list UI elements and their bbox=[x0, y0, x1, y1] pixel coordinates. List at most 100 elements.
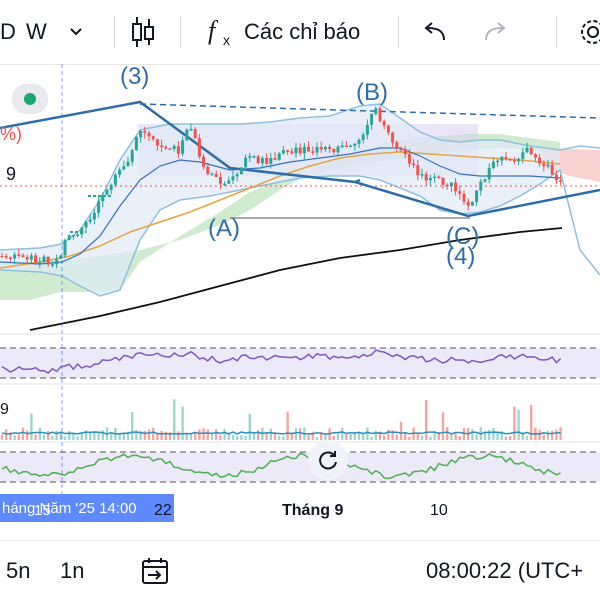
volume-bar bbox=[425, 399, 428, 440]
ichimoku-cloud-green bbox=[0, 134, 560, 300]
candle-body bbox=[420, 174, 424, 176]
wave-label-b: (B) bbox=[356, 79, 388, 106]
candle-body bbox=[223, 183, 227, 186]
candle-body bbox=[59, 255, 63, 259]
candle-body bbox=[449, 182, 453, 187]
volume-bar bbox=[471, 428, 474, 440]
chart-canvas[interactable]: (3) (B) (A) (C) (4) %) 9 9 bbox=[0, 64, 600, 526]
redo-button[interactable] bbox=[482, 14, 510, 50]
candle-body bbox=[395, 142, 399, 149]
candle-body bbox=[559, 180, 563, 182]
volume-bar bbox=[38, 427, 41, 440]
indicators-button[interactable]: f x Các chỉ báo bbox=[208, 14, 360, 50]
calendar-goto-icon bbox=[142, 558, 168, 584]
volume-bar bbox=[509, 435, 512, 440]
volume-bar bbox=[429, 436, 432, 440]
volume-bar bbox=[513, 406, 516, 440]
candle-body bbox=[218, 177, 222, 184]
candle-body bbox=[281, 150, 285, 154]
volume-bar bbox=[215, 429, 218, 440]
candle-body bbox=[391, 132, 395, 143]
volume-bar bbox=[500, 431, 503, 440]
volume-bar bbox=[68, 430, 71, 440]
crosshair-date-label: háng Năm '25 14:00 bbox=[0, 494, 174, 522]
candle-body bbox=[353, 143, 357, 146]
range-5n-button[interactable]: 5n bbox=[6, 555, 30, 587]
clock-timezone-button[interactable]: 08:00:22 (UTC+ bbox=[426, 555, 583, 587]
volume-bar bbox=[223, 429, 226, 440]
symbol-fragment: D bbox=[0, 19, 16, 44]
wave-label-3: (3) bbox=[120, 64, 149, 90]
reset-chart-button[interactable] bbox=[308, 440, 348, 480]
candle-body bbox=[197, 138, 201, 157]
volume-bar bbox=[181, 406, 184, 440]
volume-bar bbox=[13, 435, 16, 440]
volume-bar bbox=[538, 429, 541, 440]
volume-bar bbox=[55, 430, 58, 440]
candle-body bbox=[298, 147, 302, 154]
candle-body bbox=[248, 156, 252, 158]
candle-body bbox=[496, 160, 500, 163]
range-1n-label: 1n bbox=[60, 558, 85, 583]
volume-bar bbox=[441, 412, 445, 440]
volume-bar bbox=[93, 432, 96, 440]
candle-body bbox=[454, 182, 458, 192]
candle-body bbox=[340, 145, 344, 148]
candle-body bbox=[97, 201, 101, 213]
range-1n-button[interactable]: 1n bbox=[60, 555, 84, 587]
candle-body bbox=[319, 147, 323, 150]
date-range-button[interactable] bbox=[140, 555, 170, 587]
interval-button[interactable]: W bbox=[26, 14, 83, 50]
volume-bar bbox=[349, 434, 352, 440]
svg-text:f: f bbox=[208, 16, 219, 45]
volume-bar bbox=[458, 436, 461, 440]
volume-bar bbox=[269, 428, 272, 440]
candle-body bbox=[50, 264, 54, 266]
volume-bar bbox=[152, 427, 155, 440]
chart-type-button[interactable] bbox=[130, 14, 156, 50]
candle-body bbox=[202, 156, 206, 167]
settings-button[interactable] bbox=[576, 14, 600, 50]
candle-body bbox=[525, 147, 529, 153]
volume-bar bbox=[51, 435, 54, 440]
candle-body bbox=[63, 240, 67, 256]
volume-bar bbox=[366, 427, 369, 440]
volume-bar bbox=[282, 436, 285, 440]
wave-label-c: (C) bbox=[446, 223, 479, 250]
candle-body bbox=[416, 165, 420, 176]
reset-icon bbox=[319, 451, 337, 470]
candle-body bbox=[311, 151, 315, 153]
candle-body bbox=[407, 154, 411, 164]
candle-body bbox=[546, 164, 550, 167]
undo-button[interactable] bbox=[420, 14, 448, 50]
volume-bar bbox=[231, 434, 235, 440]
candle-body bbox=[470, 201, 474, 206]
candle-body bbox=[349, 145, 353, 148]
candle-body bbox=[269, 157, 273, 164]
candle-body bbox=[307, 146, 311, 152]
candle-body bbox=[554, 174, 558, 181]
candle-body bbox=[424, 174, 428, 181]
volume-bar bbox=[559, 427, 562, 440]
volume-bar bbox=[542, 434, 545, 440]
volume-bar bbox=[143, 430, 146, 440]
candle-body bbox=[189, 129, 193, 131]
wave-label-4: (4) bbox=[446, 243, 475, 270]
volume-bar bbox=[118, 433, 121, 440]
volume-bar bbox=[521, 432, 524, 440]
volume-bar bbox=[80, 432, 83, 440]
volume-bar bbox=[311, 431, 314, 440]
symbol-button[interactable]: D bbox=[0, 14, 16, 50]
volume-bar bbox=[110, 433, 113, 440]
volume-bar bbox=[26, 430, 29, 440]
volume-bar bbox=[357, 431, 361, 440]
volume-bar bbox=[395, 434, 398, 440]
volume-bar bbox=[307, 434, 310, 440]
candle-body bbox=[38, 262, 42, 264]
candle-body bbox=[273, 157, 277, 160]
market-status-indicator[interactable] bbox=[12, 84, 48, 114]
volume-bar bbox=[286, 411, 289, 440]
candle-body bbox=[80, 227, 84, 235]
candle-body bbox=[508, 158, 512, 161]
time-label-10: 10 bbox=[430, 502, 448, 519]
